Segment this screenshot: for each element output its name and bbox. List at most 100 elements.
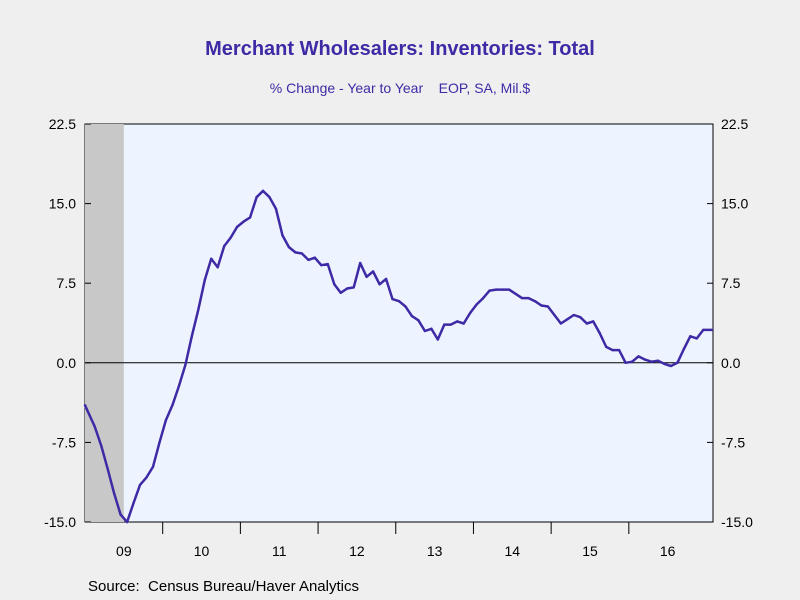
- data-point: [93, 425, 96, 428]
- y-tick-label-left: 15.0: [49, 196, 76, 212]
- data-point: [145, 476, 148, 479]
- y-tick-label-left: -15.0: [44, 514, 76, 530]
- data-point: [184, 363, 187, 367]
- data-point: [365, 275, 368, 279]
- data-point: [559, 322, 563, 325]
- data-point: [540, 304, 543, 307]
- data-point: [533, 300, 537, 303]
- data-point: [268, 196, 271, 199]
- x-tick-label: 14: [505, 543, 521, 559]
- y-tick-label-left: 0.0: [57, 355, 77, 371]
- data-point: [572, 313, 576, 317]
- data-point: [132, 501, 135, 505]
- data-point: [507, 288, 511, 291]
- y-tick-label-right: 15.0: [721, 196, 748, 212]
- data-points: [83, 189, 714, 524]
- data-point: [242, 220, 245, 223]
- data-point: [430, 327, 433, 331]
- data-point: [579, 315, 582, 319]
- data-point: [630, 360, 634, 363]
- data-point: [585, 322, 588, 325]
- data-point: [449, 323, 452, 326]
- data-point: [255, 196, 258, 199]
- data-point: [164, 418, 168, 422]
- data-point: [235, 225, 239, 229]
- data-point: [261, 189, 265, 193]
- data-point: [456, 320, 459, 323]
- data-point: [469, 311, 472, 315]
- y-tick-label-right: -15.0: [721, 514, 753, 530]
- data-point: [710, 328, 714, 332]
- data-point: [378, 283, 381, 286]
- data-point: [546, 305, 550, 308]
- data-point: [300, 252, 304, 255]
- data-point: [656, 359, 660, 362]
- data-point: [695, 337, 699, 340]
- x-tick-label: 15: [582, 543, 598, 559]
- data-point: [423, 329, 427, 333]
- tick-marks: [85, 123, 713, 534]
- y-tick-label-right: 7.5: [721, 275, 741, 291]
- data-point: [151, 465, 155, 469]
- y-tick-label-left: -7.5: [52, 434, 76, 450]
- data-point: [404, 305, 407, 308]
- data-point: [177, 384, 181, 388]
- data-point: [436, 338, 440, 341]
- y-tick-label-right: -7.5: [721, 434, 745, 450]
- data-point: [624, 361, 627, 364]
- data-point: [248, 216, 252, 219]
- source-note: Source: Census Bureau/Haver Analytics: [88, 578, 359, 595]
- data-point: [294, 251, 297, 254]
- data-point: [346, 287, 349, 290]
- data-point: [99, 444, 103, 447]
- data-point: [358, 261, 362, 265]
- data-point: [663, 362, 666, 366]
- data-point: [320, 263, 323, 267]
- data-point: [119, 513, 122, 516]
- data-point: [617, 348, 621, 352]
- data-point: [669, 364, 673, 368]
- data-point: [190, 335, 194, 338]
- data-point: [307, 258, 310, 262]
- data-point: [443, 323, 446, 326]
- data-point: [520, 296, 524, 300]
- data-point: [417, 319, 420, 322]
- data-point: [287, 245, 291, 249]
- data-point: [676, 361, 679, 364]
- data-point: [371, 270, 375, 273]
- y-tick-label-left: 22.5: [49, 116, 76, 132]
- data-point: [604, 345, 608, 349]
- y-tick-label-left: 7.5: [57, 275, 77, 291]
- data-point: [125, 520, 129, 524]
- data-point: [397, 300, 401, 303]
- data-point: [197, 308, 200, 311]
- x-tick-label: 10: [194, 543, 210, 559]
- data-point: [650, 360, 653, 363]
- data-point: [514, 292, 517, 296]
- data-point: [106, 467, 109, 471]
- data-point: [410, 314, 414, 318]
- data-point: [391, 297, 394, 301]
- x-tick-label: 09: [116, 543, 132, 559]
- data-point: [475, 303, 478, 306]
- data-point: [494, 288, 498, 291]
- data-point: [682, 347, 686, 351]
- data-point: [138, 483, 142, 487]
- data-point: [339, 291, 342, 294]
- data-point: [553, 313, 556, 317]
- data-point: [171, 404, 174, 407]
- y-tick-label-right: 0.0: [721, 355, 741, 371]
- data-point: [158, 441, 161, 444]
- data-point: [352, 286, 355, 289]
- data-point: [501, 288, 504, 291]
- data-point: [326, 262, 329, 266]
- data-point: [313, 256, 317, 259]
- tick-labels: -15.0 -15.0 -7.5 -7.5 0.0 0.0 7.5 7.5 15.0 15.0 22…: [44, 116, 753, 559]
- data-point: [481, 296, 485, 300]
- data-point: [210, 257, 213, 260]
- recession-shading: [85, 124, 124, 522]
- chart-subtitle: % Change - Year to Year EOP, SA, Mil.$: [269, 80, 531, 96]
- x-tick-label: 16: [660, 543, 676, 559]
- data-point: [598, 331, 601, 335]
